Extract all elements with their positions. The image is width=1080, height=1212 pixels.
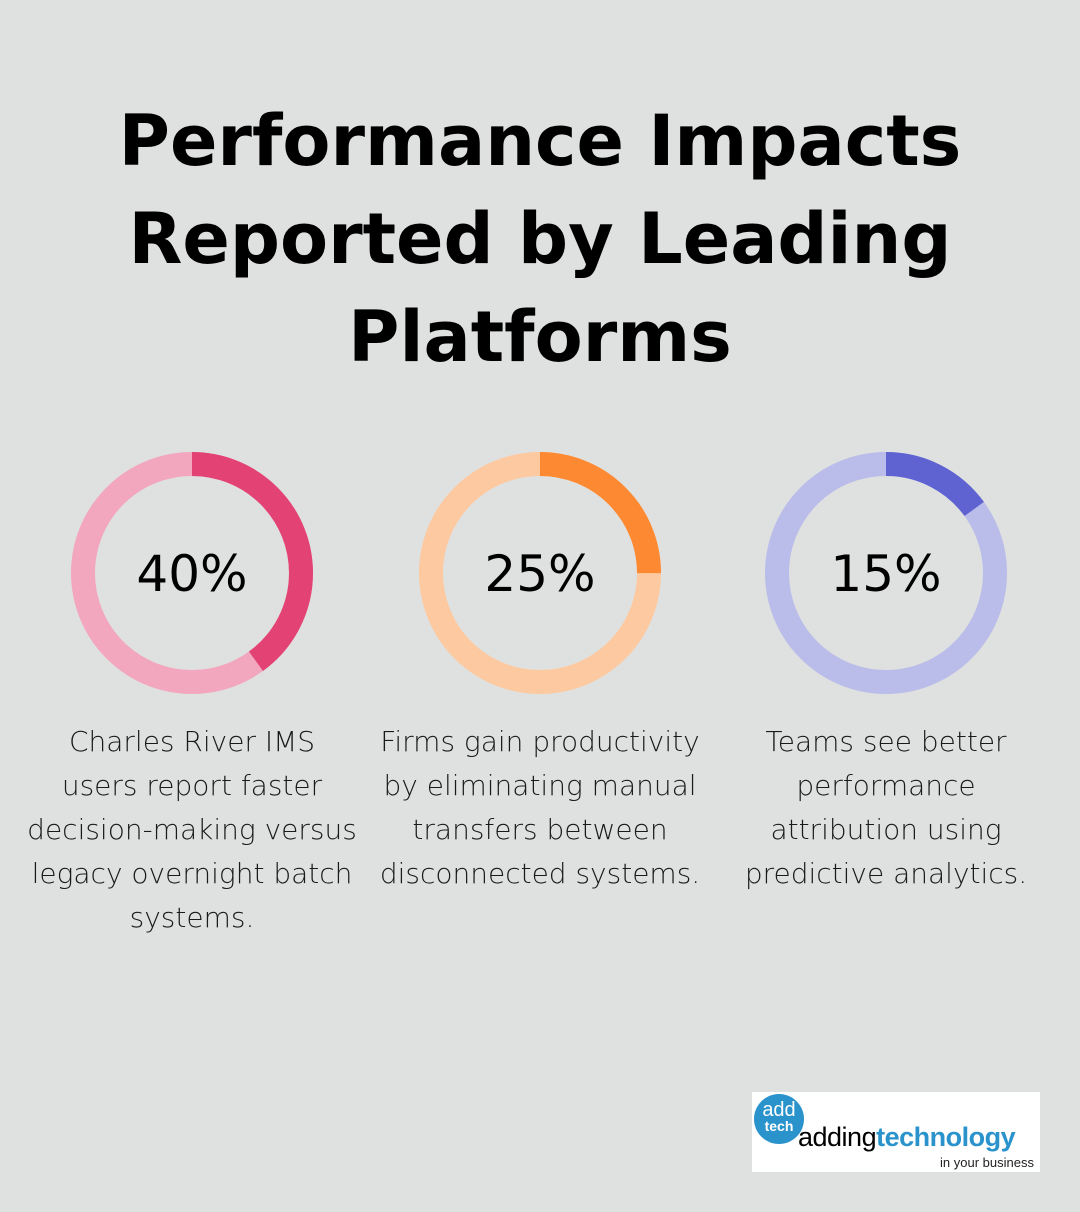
donut-value-arc: [419, 452, 661, 694]
stat-description: Firms gain productivity by eliminating m…: [379, 725, 701, 890]
page-title: Performance Impacts Reported by Leading …: [0, 92, 1080, 386]
title-line: Performance Impacts: [118, 100, 962, 182]
logo-word-bold: technology: [876, 1122, 1016, 1152]
donut-value-arc: [765, 452, 1007, 694]
donut-chart: 25%: [419, 452, 661, 694]
logo-badge-top: add: [762, 1099, 796, 1121]
donut-chart: 40%: [71, 452, 313, 694]
stat-description: Teams see better performance attribution…: [744, 725, 1028, 890]
title-line: Reported by Leading: [128, 198, 952, 280]
logo-wordmark: addingtechnology: [798, 1122, 1016, 1153]
donut-value-label: 25%: [484, 545, 595, 603]
donut-value-label: 40%: [136, 545, 247, 603]
logo-tagline: in your business: [940, 1155, 1034, 1170]
stat-card-1: 40% Charles River IMS users report faste…: [27, 452, 357, 940]
logo-word-plain: adding: [798, 1122, 877, 1152]
logo-badge-bottom: tech: [764, 1118, 794, 1134]
stat-card-2: 25% Firms gain productivity by eliminati…: [375, 452, 705, 896]
donut-value-arc: [71, 452, 313, 694]
stat-card-3: 15% Teams see better performance attribu…: [721, 452, 1051, 896]
donut-value-label: 15%: [830, 545, 941, 603]
logo-badge: add tech: [754, 1094, 804, 1144]
title-line: Platforms: [348, 296, 732, 378]
donut-chart: 15%: [765, 452, 1007, 694]
addingtechnology-logo: add tech addingtechnology in your busine…: [752, 1092, 1040, 1172]
stat-description: Charles River IMS users report faster de…: [27, 725, 357, 934]
